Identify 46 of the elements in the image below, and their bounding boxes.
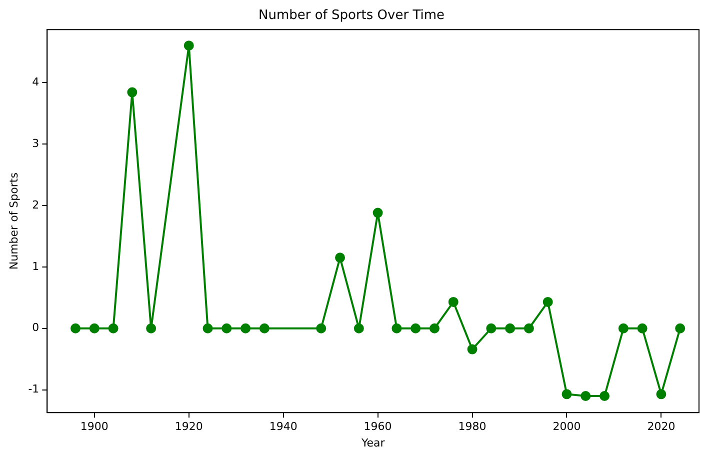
chart-title: Number of Sports Over Time — [258, 8, 445, 24]
point — [354, 323, 364, 334]
point — [146, 323, 156, 334]
point — [542, 296, 553, 307]
x-tick-label: 1920 — [174, 420, 203, 434]
point — [580, 391, 591, 401]
point — [656, 389, 666, 400]
point — [562, 389, 572, 400]
point — [675, 323, 686, 334]
point — [486, 323, 496, 334]
point — [392, 323, 402, 334]
point — [89, 323, 100, 334]
point — [637, 323, 648, 334]
point — [316, 323, 326, 334]
y-tick-label: 2 — [32, 198, 40, 212]
x-tick-label: 1960 — [364, 420, 392, 434]
y-tick-label: 4 — [32, 75, 40, 88]
point — [410, 323, 421, 334]
point — [222, 323, 232, 334]
x-tick-label: 1940 — [269, 420, 298, 434]
point — [70, 323, 81, 334]
y-tick-label: 0 — [32, 321, 40, 334]
point — [335, 252, 346, 263]
x-tick-label: 2020 — [647, 420, 676, 434]
y-tick-label: -1 — [28, 382, 40, 396]
point — [259, 323, 270, 334]
point — [618, 323, 628, 334]
point — [108, 323, 118, 334]
point — [184, 40, 194, 51]
x-tick-label: 1900 — [80, 420, 108, 434]
point — [448, 296, 458, 307]
x-axis-title: Year — [360, 436, 386, 450]
x-tick-label: 1980 — [458, 420, 486, 434]
point — [372, 208, 383, 218]
y-tick-label: 3 — [32, 136, 40, 150]
y-axis-title: Number of Sports — [7, 172, 20, 270]
point — [429, 323, 440, 334]
point — [524, 323, 534, 334]
point — [505, 323, 516, 334]
y-tick-label: 1 — [32, 260, 40, 273]
point — [600, 391, 610, 401]
point — [202, 323, 213, 334]
point — [240, 323, 251, 334]
point — [467, 344, 478, 354]
x-tick-label: 2000 — [552, 420, 581, 434]
point — [127, 87, 138, 98]
